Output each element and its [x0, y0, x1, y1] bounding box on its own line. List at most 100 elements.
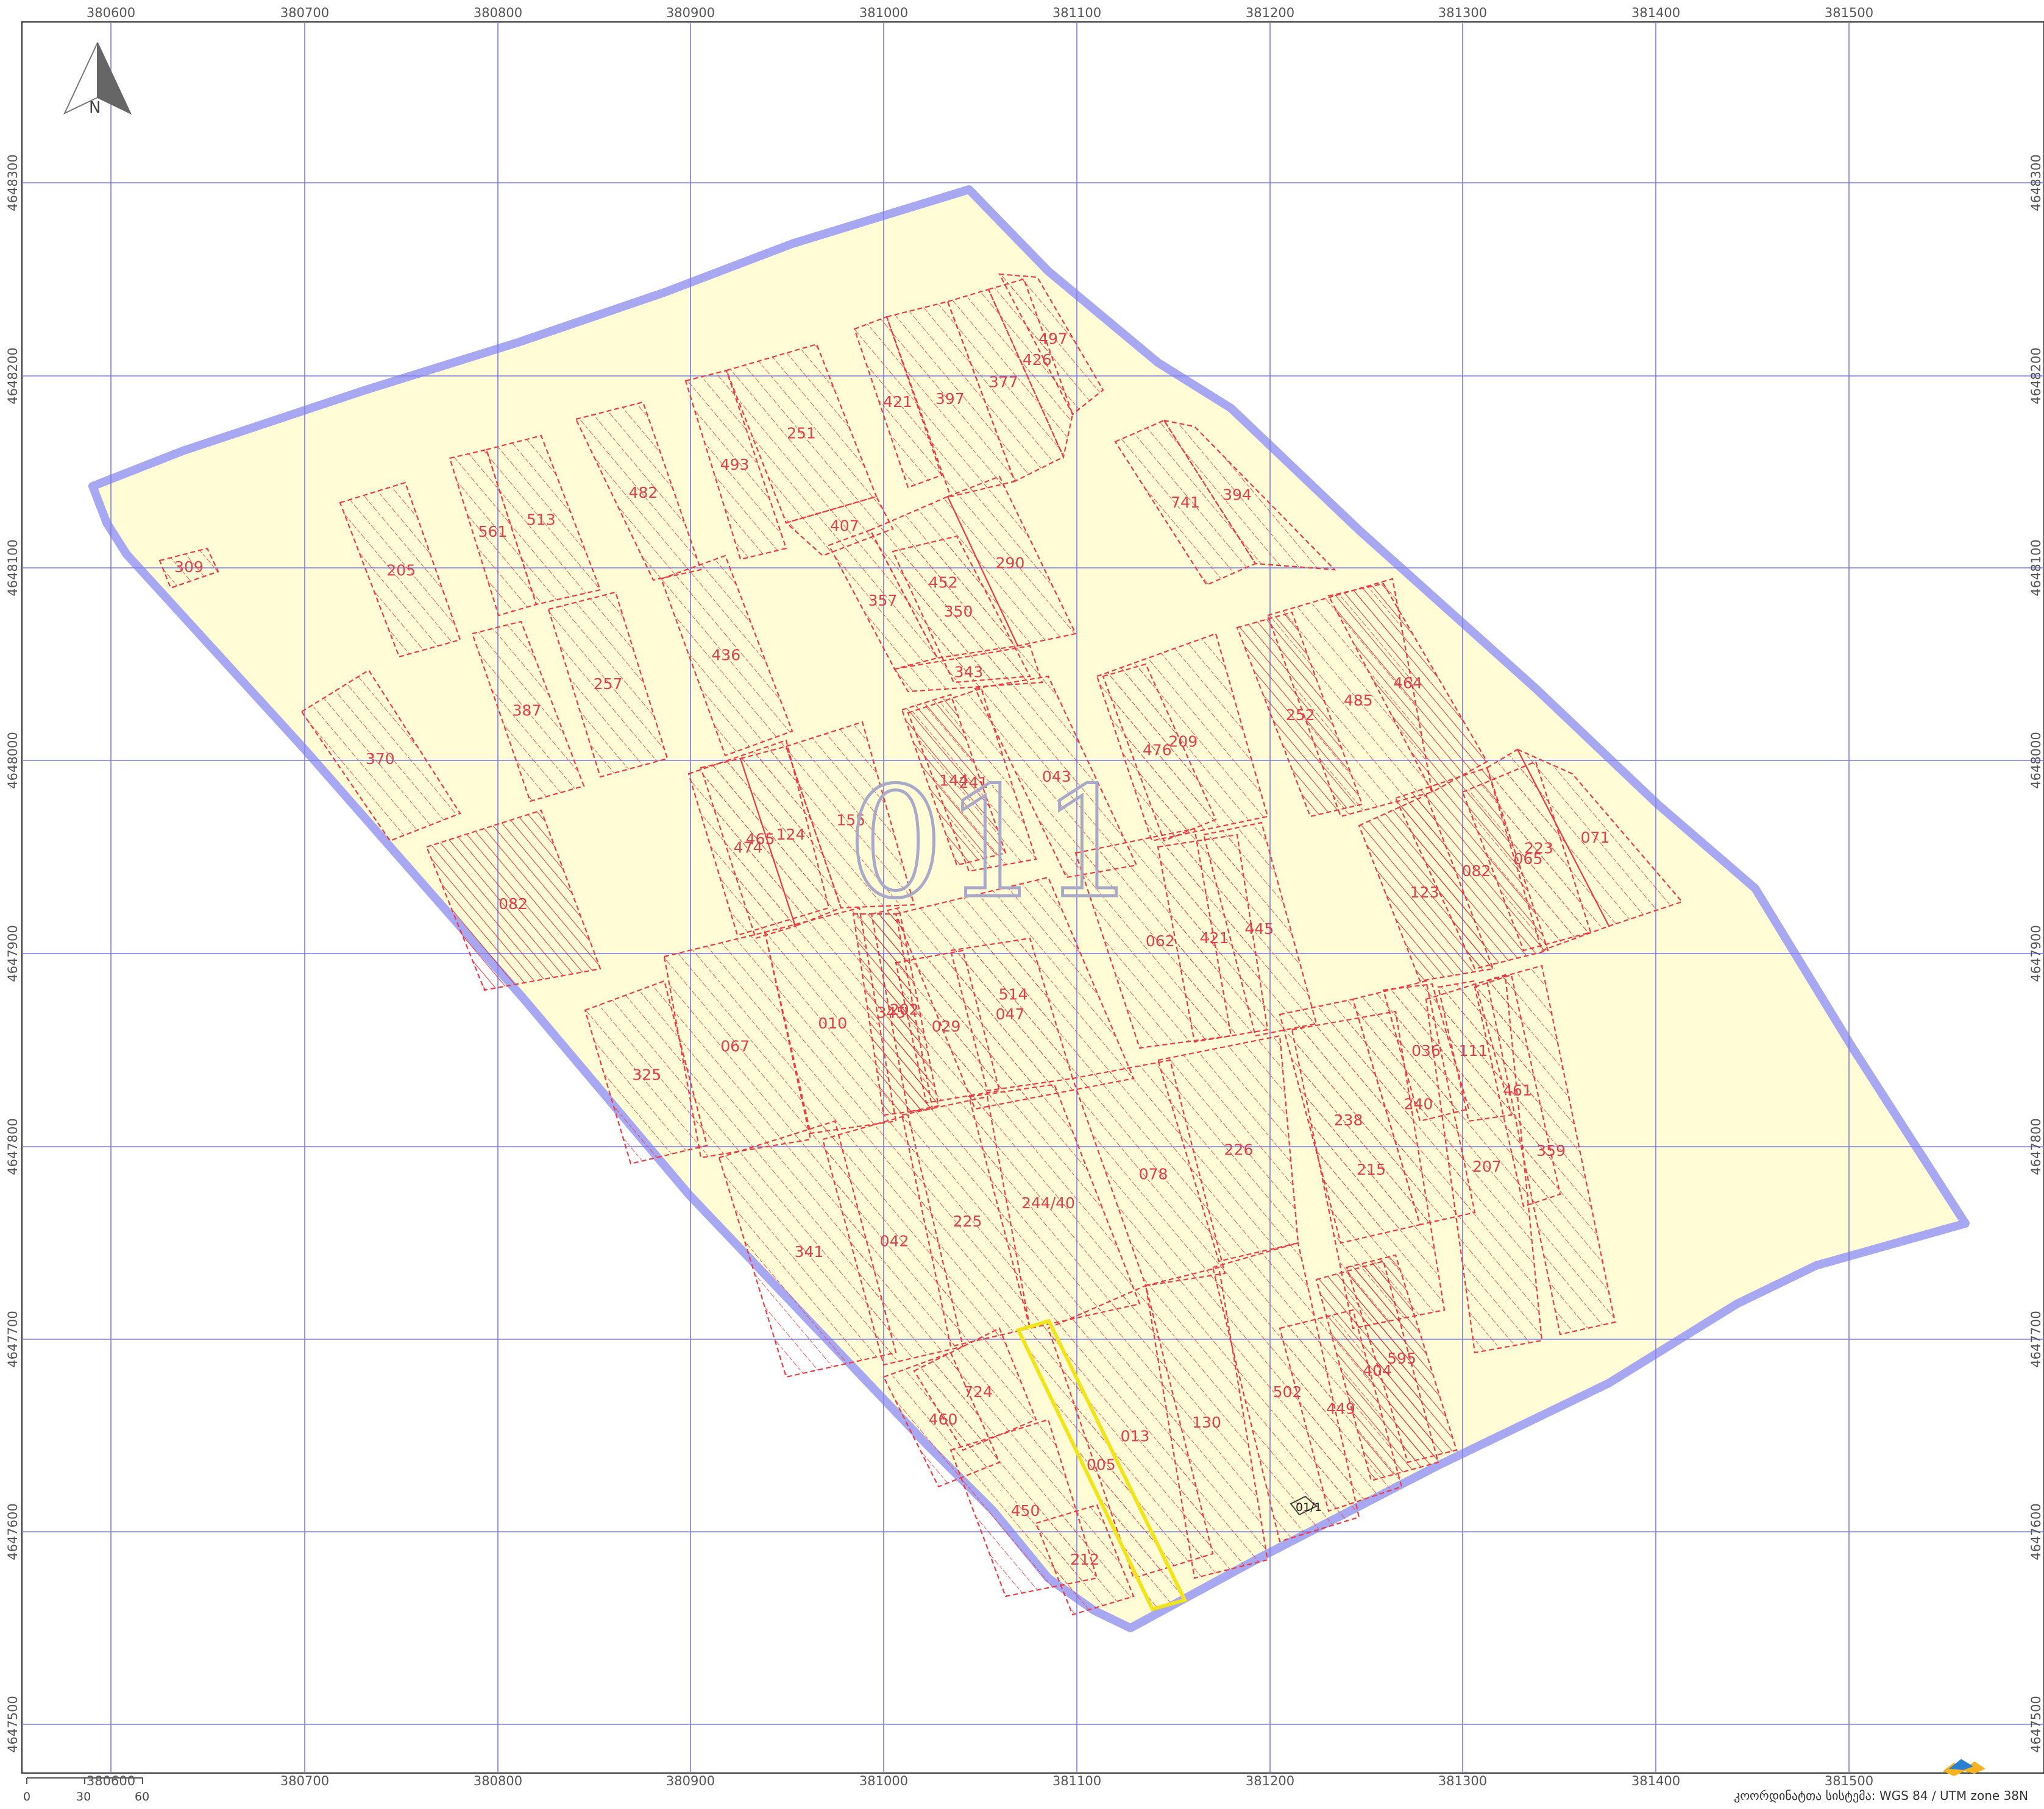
parcel-shape[interactable] — [425, 809, 601, 991]
parcel-445[interactable]: 445 — [1202, 821, 1318, 1037]
y-tick-label: 4647600 — [2029, 1503, 2043, 1560]
parcel-513[interactable]: 513 — [485, 434, 601, 606]
y-tick-label: 4648200 — [5, 347, 20, 405]
parcel-shape[interactable] — [1102, 663, 1217, 842]
parcel-290[interactable]: 290 — [946, 475, 1077, 647]
parcel-shape[interactable] — [1346, 1254, 1458, 1464]
y-tick-label: 4648300 — [2029, 154, 2043, 211]
parcel-421[interactable]: 421 — [853, 316, 943, 489]
parcel-387[interactable]: 387 — [471, 620, 585, 802]
parcel-shape[interactable] — [1202, 821, 1318, 1037]
parcel-082b[interactable]: 082 — [1394, 766, 1549, 970]
parcel-205[interactable]: 205 — [339, 481, 461, 658]
parcel-shape[interactable] — [1394, 766, 1549, 970]
parcel-257[interactable]: 257 — [547, 591, 669, 778]
parcel-shape[interactable] — [1425, 974, 1543, 1354]
parcel-shape[interactable] — [1516, 748, 1683, 927]
y-tick-label: 4648100 — [5, 539, 20, 597]
y-tick-label: 4647900 — [2029, 925, 2043, 982]
parcel-071[interactable]: 071 — [1516, 748, 1683, 927]
parcel-shape[interactable] — [471, 620, 585, 802]
parcel-005[interactable]: 005 — [1015, 1319, 1188, 1612]
parcel-497[interactable]: 497 — [998, 273, 1104, 416]
x-tick-label: 381500 — [1825, 1774, 1873, 1788]
x-tick-label: 381000 — [859, 5, 908, 20]
parcel-label: 464 — [1393, 674, 1422, 692]
parcel-shape[interactable] — [1157, 1035, 1299, 1262]
x-tick-label: 381000 — [859, 1774, 908, 1788]
parcel-shape[interactable] — [663, 931, 812, 1159]
parcel-shape[interactable] — [485, 434, 601, 606]
parcel-shape[interactable] — [1327, 582, 1488, 793]
parcel-493[interactable]: 493 — [684, 369, 787, 561]
parcel-label: 445 — [1244, 920, 1274, 938]
parcel-043[interactable]: 043 — [974, 675, 1138, 879]
parcel-shape[interactable] — [946, 475, 1077, 647]
north-arrow-icon: N — [63, 42, 132, 117]
parcel-436[interactable]: 436 — [660, 554, 793, 757]
parcel-394[interactable]: 394 — [1162, 419, 1336, 571]
x-tick-label: 381100 — [1052, 5, 1101, 20]
parcel-shape[interactable] — [998, 273, 1104, 416]
parcel-207[interactable]: 207 — [1425, 974, 1543, 1354]
parcel-shape[interactable] — [158, 547, 219, 589]
parcel-155[interactable]: 155 — [785, 721, 915, 909]
parcel-label: 370 — [366, 750, 395, 768]
parcel-shape[interactable] — [974, 675, 1138, 879]
x-tick-label: 380700 — [280, 5, 329, 20]
parcel-shape[interactable] — [300, 669, 461, 842]
parcel-shape[interactable] — [339, 481, 461, 658]
parcel-343[interactable]: 343 — [893, 645, 1043, 693]
parcel-shape[interactable] — [1015, 1319, 1188, 1612]
parcel-shape[interactable] — [1461, 760, 1592, 952]
parcel-shape[interactable] — [1486, 965, 1616, 1336]
parcel-215[interactable]: 215 — [1291, 1010, 1446, 1329]
parcel-shape[interactable] — [853, 316, 943, 489]
parcel-shape[interactable] — [1162, 419, 1336, 571]
parcel-370[interactable]: 370 — [300, 669, 461, 842]
parcel-065[interactable]: 065 — [1461, 760, 1592, 952]
parcel-226[interactable]: 226 — [1157, 1035, 1299, 1262]
x-tick-label: 381400 — [1631, 1774, 1680, 1788]
parcel-shape[interactable] — [547, 591, 669, 778]
x-axis-top-labels: 380600 380700 380800 380900 381000 381100 3812… — [87, 5, 1873, 20]
parcel-464[interactable]: 464 — [1327, 582, 1488, 793]
parcel-561[interactable]: 561 — [449, 448, 538, 617]
logo-icon — [1943, 1759, 1985, 1776]
parcel-082[interactable]: 082 — [425, 809, 601, 991]
parcel-241[interactable]: 241 — [907, 687, 1037, 873]
parcel-label: 123 — [1410, 883, 1439, 901]
parcel-shape[interactable] — [660, 554, 793, 757]
parcel-shape[interactable] — [785, 721, 915, 909]
parcel-067[interactable]: 067 — [663, 931, 812, 1159]
parcel-shape[interactable] — [1035, 1504, 1135, 1616]
y-axis-right-labels: 4648300 4648200 4648100 4648000 4647900 46478… — [2029, 154, 2043, 1753]
parcel-label: 359 — [1536, 1142, 1566, 1159]
parcel-357[interactable]: 357 — [828, 529, 939, 670]
parcel-474[interactable]: 474 — [700, 757, 797, 940]
x-tick-label: 380900 — [666, 1774, 715, 1788]
parcel-label: 341 — [795, 1243, 824, 1261]
parcel-130[interactable]: 130 — [1144, 1266, 1269, 1579]
parcel-shape[interactable] — [1144, 1266, 1269, 1579]
parcel-shape[interactable] — [1291, 1010, 1446, 1329]
parcel-label: 241 — [959, 774, 988, 791]
parcel-label: 485 — [1344, 692, 1373, 709]
parcel-309[interactable]: 309 — [158, 547, 219, 589]
parcel-350[interactable]: 350 — [892, 535, 1031, 684]
parcel-212[interactable]: 212 — [1035, 1504, 1135, 1616]
parcel-shape[interactable] — [828, 529, 939, 670]
parcel-359[interactable]: 359 — [1486, 965, 1616, 1336]
y-tick-label: 4647700 — [5, 1311, 20, 1368]
parcel-label: 450 — [1011, 1502, 1040, 1520]
parcel-shape[interactable] — [684, 369, 787, 561]
parcel-476[interactable]: 476 — [1102, 663, 1217, 842]
x-tick-label: 380600 — [87, 5, 135, 20]
parcel-595[interactable]: 595 — [1346, 1254, 1458, 1464]
parcel-label: 010 — [818, 1014, 847, 1032]
parcel-label: 155 — [836, 811, 865, 829]
parcel-label: 244/40 — [1021, 1194, 1075, 1212]
x-tick-label: 381200 — [1246, 5, 1294, 20]
parcel-shape[interactable] — [907, 687, 1037, 873]
